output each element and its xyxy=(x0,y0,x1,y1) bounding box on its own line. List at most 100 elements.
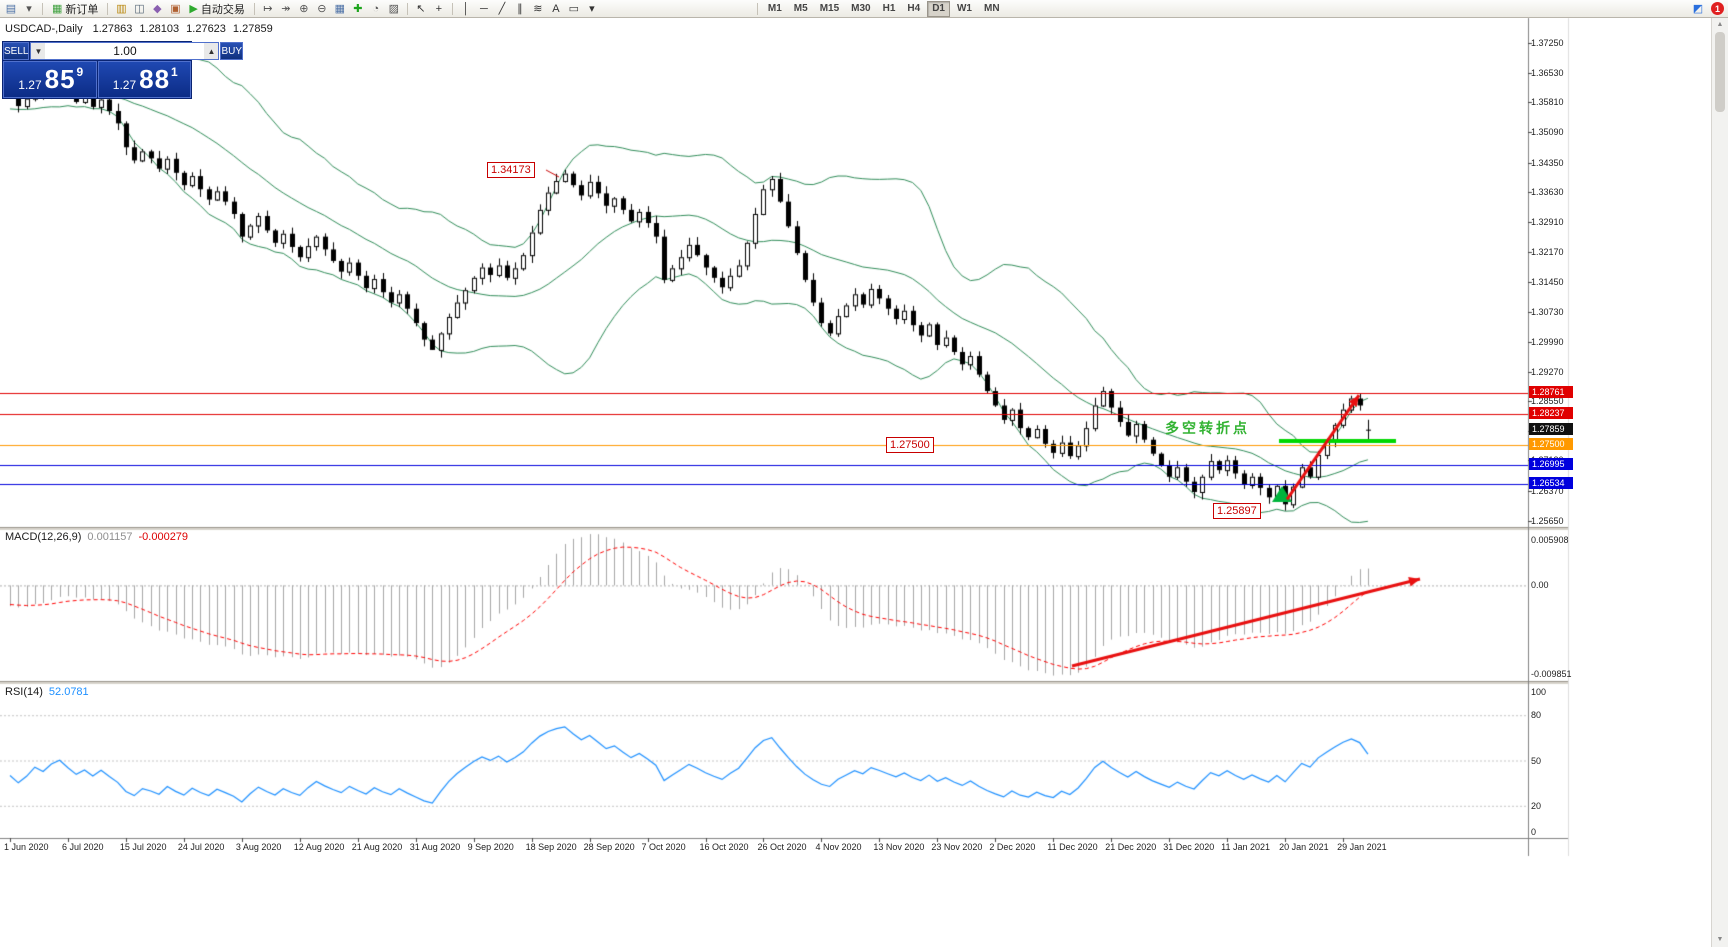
text-icon[interactable]: A xyxy=(552,2,560,15)
navigator-icon[interactable]: ◆ xyxy=(153,3,162,15)
scroll-down-button[interactable]: ▼ xyxy=(1716,936,1724,943)
community-icon[interactable]: ◩ xyxy=(1692,3,1704,15)
templates-icon[interactable]: ▨ xyxy=(388,3,400,15)
scroll-up-button[interactable]: ▲ xyxy=(1716,21,1724,28)
volume-input[interactable] xyxy=(45,43,205,59)
macd-axis-min: -0.009851 xyxy=(1531,669,1572,679)
fibonacci-icon[interactable]: ≋ xyxy=(533,3,543,15)
cursor-icon[interactable]: ↖ xyxy=(416,3,426,15)
macd-name: MACD(12,26,9) xyxy=(5,531,82,543)
timeframe-w1-button[interactable]: W1 xyxy=(956,2,972,14)
crosshair-icon[interactable]: + xyxy=(435,2,443,15)
price-axis-tick: 1.34350 xyxy=(1531,157,1564,168)
autotrading-button-label: 自动交易 xyxy=(200,3,245,16)
autotrading-button[interactable]: ▶ 自动交易 xyxy=(185,1,248,17)
time-axis-label: 11 Dec 2020 xyxy=(1047,842,1098,852)
time-axis-label: 21 Aug 2020 xyxy=(351,842,403,852)
timeframe-d1-button[interactable]: D1 xyxy=(927,0,950,17)
time-axis-label: 3 Aug 2020 xyxy=(235,842,282,852)
macd-axis-max: 0.005908 xyxy=(1531,535,1569,545)
zoom-in-icon[interactable]: ⊕ xyxy=(299,3,309,15)
toolbar-separator xyxy=(107,2,109,15)
shapes-icon[interactable]: ▾ xyxy=(589,3,595,15)
rsi-axis-tick: 20 xyxy=(1531,800,1542,811)
time-axis-label: 7 Oct 2020 xyxy=(641,842,686,852)
sell-price-int: 1.27 xyxy=(18,78,42,92)
label-icon[interactable]: ▭ xyxy=(568,3,580,15)
tile-windows-icon[interactable]: ▦ xyxy=(334,3,346,15)
sell-button[interactable]: SELL xyxy=(3,42,30,60)
horizontal-line-icon[interactable]: ─ xyxy=(479,2,488,15)
current-price-marker: 1.27859 xyxy=(1529,422,1573,435)
rsi-axis-tick: 80 xyxy=(1531,710,1542,721)
price-axis-tick: 1.28550 xyxy=(1531,396,1564,407)
macd-signal-value: -0.000279 xyxy=(138,531,189,543)
buy-price-button[interactable]: 1.27 88 1 xyxy=(97,61,191,98)
indicators-icon[interactable]: ✚ xyxy=(353,3,363,15)
symbol-period-label: USDCAD-,Daily xyxy=(5,23,83,35)
new-order-button-label: 新订单 xyxy=(65,3,99,16)
time-axis-label: 16 Oct 2020 xyxy=(699,842,749,852)
notification-badge[interactable]: 1 xyxy=(1711,2,1724,15)
price-annotation-125897[interactable]: 1.25897 xyxy=(1213,503,1261,519)
price-axis-tick: 1.30730 xyxy=(1531,306,1564,317)
new-chart-icon[interactable]: ▤ xyxy=(5,3,17,15)
price-axis-tick: 1.31450 xyxy=(1531,276,1564,287)
volume-up-button[interactable]: ▲ xyxy=(204,43,219,59)
timeframe-m15-button[interactable]: M15 xyxy=(819,2,840,14)
price-axis-tick: 1.35810 xyxy=(1531,97,1564,108)
vertical-scrollbar[interactable]: ▲ ▼ xyxy=(1711,17,1728,947)
trendline-icon[interactable]: ╱ xyxy=(498,3,506,15)
toolbar-right-group: ◩ 1 xyxy=(1690,1,1728,16)
periods-icon[interactable]: ◔ xyxy=(372,2,380,15)
timeframe-h4-button[interactable]: H4 xyxy=(907,2,921,14)
toolbar-separator xyxy=(756,2,758,15)
chart-shift-icon[interactable]: ↦ xyxy=(263,3,273,15)
timeframe-m30-button[interactable]: M30 xyxy=(851,2,871,14)
open-value: 1.27863 xyxy=(92,23,133,35)
data-window-icon[interactable]: ◫ xyxy=(134,3,145,15)
sell-price-button[interactable]: 1.27 85 9 xyxy=(3,61,97,98)
timeframe-mn-button[interactable]: MN xyxy=(983,2,1000,14)
buy-button[interactable]: BUY xyxy=(220,42,244,60)
price-axis-tick: 1.33630 xyxy=(1531,187,1564,198)
terminal-icon[interactable]: ▣ xyxy=(170,3,181,15)
scrollbar-thumb[interactable] xyxy=(1715,32,1725,112)
price-axis-tick: 1.29990 xyxy=(1531,337,1564,348)
new-order-icon: ▦ xyxy=(52,3,63,15)
buy-price-pips: 88 xyxy=(139,64,171,94)
new-order-button[interactable]: ▦ 新订单 xyxy=(48,1,102,17)
time-axis-label: 2 Dec 2020 xyxy=(989,842,1036,852)
price-axis-tick: 1.25650 xyxy=(1531,515,1564,526)
time-axis-label: 6 Jul 2020 xyxy=(61,842,104,852)
volume-down-button[interactable]: ▼ xyxy=(31,43,46,59)
market-watch-icon[interactable]: ▥ xyxy=(116,3,127,15)
auto-scroll-icon[interactable]: ↠ xyxy=(281,3,291,15)
buy-price-int: 1.27 xyxy=(112,78,137,92)
channel-icon[interactable]: ∥ xyxy=(517,3,523,15)
time-axis-label: 12 Aug 2020 xyxy=(293,842,345,852)
time-axis-label: 24 Jul 2020 xyxy=(177,842,225,852)
volume-field: ▼ ▲ xyxy=(30,42,220,60)
turning-point-annotation[interactable]: 多空转折点 xyxy=(1165,420,1250,436)
autotrading-icon: ▶ xyxy=(189,3,198,15)
timeframe-m5-button[interactable]: M5 xyxy=(793,2,808,14)
rsi-axis-tick: 50 xyxy=(1531,755,1542,766)
price-axis-tick: 1.29270 xyxy=(1531,366,1564,377)
zoom-out-icon[interactable]: ⊖ xyxy=(317,3,327,15)
timeframe-m1-button[interactable]: M1 xyxy=(767,2,782,14)
price-annotation-127500[interactable]: 1.27500 xyxy=(886,437,934,453)
price-axis-tick: 1.36530 xyxy=(1531,67,1564,78)
rsi-name: RSI(14) xyxy=(5,686,43,698)
toolbar: ▤ ▾ ▦ 新订单 ▥ ◫ ◆ ▣ ▶ 自动交易 ↦ ↠ ⊕ ⊖ ▦ ✚ ◔ ▨ ↖ + │ ─ ╱ ∥ ≋ A ▭ ▾ M1 M5 M15… xyxy=(0,0,1728,18)
price-level-marker: 1.28761 xyxy=(1529,385,1573,398)
time-axis-label: 15 Jul 2020 xyxy=(119,842,167,852)
timeframe-h1-button[interactable]: H1 xyxy=(882,2,896,14)
profiles-icon[interactable]: ▾ xyxy=(26,3,32,15)
macd-main-value: 0.001157 xyxy=(87,531,133,543)
rsi-value: 52.0781 xyxy=(48,686,89,698)
price-annotation-134173[interactable]: 1.34173 xyxy=(487,162,535,178)
vertical-line-icon[interactable]: │ xyxy=(462,2,470,15)
